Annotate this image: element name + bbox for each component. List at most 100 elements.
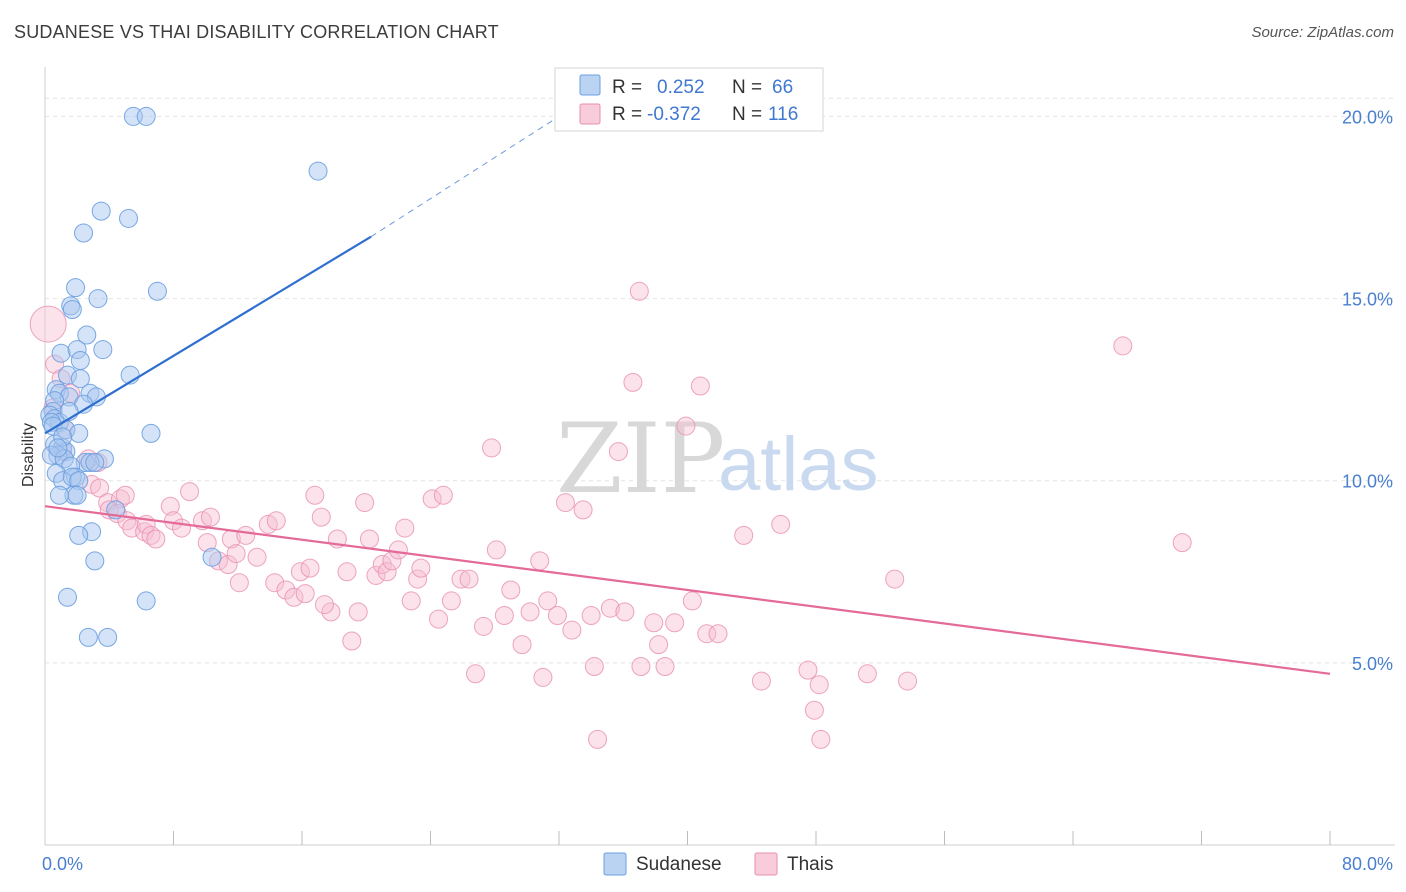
thais-point-55: [377, 562, 397, 582]
thais-point-36: [266, 511, 286, 531]
thais-point-83: [581, 606, 601, 625]
thais-point-85: [588, 729, 608, 749]
thais-point-10: [90, 478, 110, 498]
legend-r-value-2: -0.372: [647, 104, 701, 125]
sudanese-point-11: [77, 325, 97, 345]
thais-point-42: [300, 558, 320, 578]
bottom-legend-sudanese: Sudanese: [636, 854, 722, 875]
thais-point-78: [538, 591, 558, 611]
thais-point-101: [734, 525, 754, 545]
thais-point-66: [451, 569, 471, 589]
legend-swatch-thais: [579, 103, 601, 125]
bottom-legend-thais: Thais: [787, 854, 833, 875]
thais-point-112: [1172, 533, 1192, 553]
thais-point-68: [465, 664, 485, 684]
thais-point-109: [885, 569, 905, 589]
thais-point-29: [218, 555, 238, 574]
thais-point-89: [623, 372, 643, 392]
legend-n-label-2: N =: [732, 104, 762, 125]
thais-point-33: [229, 573, 249, 593]
sudanese-point-3: [91, 201, 111, 221]
sudanese-points: [40, 106, 328, 647]
thais-point-32: [236, 525, 256, 545]
thais-point-77: [533, 667, 553, 687]
bottom-legend-swatch-sudanese: [603, 852, 627, 876]
watermark-zip: ZIP: [556, 403, 725, 515]
legend-swatch-sudanese: [579, 74, 601, 96]
thais-point-84: [584, 657, 604, 676]
chart-source: Source: ZipAtlas.com: [1251, 24, 1394, 41]
thais-points: [29, 281, 1192, 749]
thais-point-96: [676, 416, 696, 436]
thais-point-90: [631, 657, 651, 676]
y-axis-label: Disability: [20, 423, 37, 487]
sudanese-point-13: [93, 340, 113, 360]
chart-title: SUDANESE VS THAI DISABILITY CORRELATION …: [14, 22, 499, 42]
thais-point-113: [115, 485, 135, 505]
thais-point-65: [441, 591, 461, 611]
thais-point-73: [501, 580, 521, 600]
thais-point-52: [359, 529, 379, 549]
legend-r-label-2: R =: [612, 104, 642, 125]
sudanese-point-15: [70, 351, 90, 370]
bottom-legend-swatch-thais: [754, 852, 778, 876]
thais-point-87: [608, 442, 628, 462]
thais-point-41: [295, 584, 315, 604]
thais-point-63: [429, 609, 449, 629]
thais-point-37: [265, 573, 285, 593]
thais-point-40: [290, 562, 310, 582]
thais-point-48: [337, 562, 357, 582]
thais-point-57: [388, 540, 408, 560]
thais-point-107: [811, 729, 831, 749]
thais-point-62: [422, 489, 442, 509]
thais-point-80: [555, 493, 575, 513]
thais-point-94: [665, 613, 685, 633]
thais-point-82: [573, 500, 593, 520]
thais-point-34: [247, 547, 267, 567]
legend-r-label-1: R =: [612, 77, 642, 98]
thais-point-38: [276, 580, 296, 600]
thais-point-67: [459, 569, 479, 589]
sudanese-trend-line: [44, 235, 372, 435]
sudanese-point-33: [141, 423, 161, 443]
sudanese-point-59: [57, 587, 77, 607]
thais-point-105: [804, 700, 824, 720]
sudanese-point-4: [119, 208, 139, 228]
sudanese-point-5: [74, 223, 94, 243]
sudanese-point-58: [136, 591, 156, 611]
thais-point-39: [284, 587, 304, 607]
thais-point-20: [146, 529, 166, 549]
sudanese-point-56: [202, 547, 222, 567]
sudanese-point-32: [69, 423, 89, 443]
thais-point-99: [697, 624, 717, 644]
thais-point-44: [311, 507, 331, 527]
thais-point-72: [494, 606, 514, 625]
thais-point-100: [708, 624, 728, 644]
thais-point-79: [547, 606, 567, 625]
thais-point-86: [600, 598, 620, 618]
thais-point-50: [348, 602, 368, 622]
sudanese-point-10: [62, 300, 82, 319]
thais-point-49: [342, 631, 362, 651]
thais-point-43: [305, 485, 325, 505]
thais-point-31: [226, 544, 246, 564]
trend-lines: [44, 116, 1331, 675]
sudanese-trend-extension: [370, 116, 560, 238]
thais-point-45: [321, 602, 341, 622]
thais-point-70: [482, 438, 502, 458]
thais-point-64: [433, 485, 453, 505]
bottom-legend: Sudanese Thais: [603, 852, 833, 876]
thais-point-92: [649, 635, 669, 655]
sudanese-point-2: [308, 161, 328, 181]
sudanese-point-61: [98, 627, 118, 647]
sudanese-point-43: [85, 453, 105, 472]
thais-point-81: [562, 620, 582, 640]
thais-point-46: [314, 595, 334, 615]
thais-point-69: [474, 616, 494, 636]
thais-point-58: [395, 518, 415, 538]
sudanese-point-55: [69, 525, 89, 545]
thais-point-110: [898, 671, 918, 691]
y-tick-label-2: 15.0%: [1342, 290, 1393, 310]
thais-point-23: [172, 518, 192, 538]
